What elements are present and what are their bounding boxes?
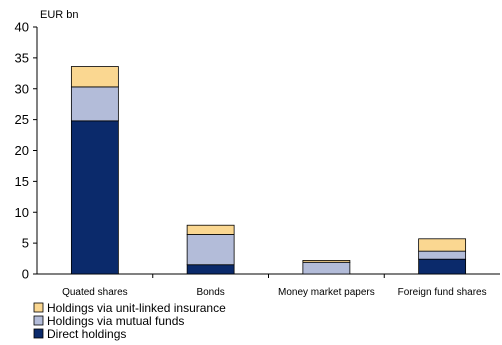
x-category-label: Foreign fund shares <box>398 287 487 298</box>
y-tick-label: 5 <box>22 236 29 251</box>
bar-segment <box>70 86 119 122</box>
legend-swatch <box>33 328 44 339</box>
y-tick-label: 25 <box>15 112 29 127</box>
bar-segment <box>186 224 235 235</box>
legend-swatch <box>33 302 44 313</box>
y-tick-label: 0 <box>22 267 29 282</box>
y-tick-label: 10 <box>15 205 29 220</box>
legend-label: Holdings via unit-linked insurance <box>47 301 226 315</box>
x-category-label: Money market papers <box>278 287 375 298</box>
legend-swatch <box>33 315 44 326</box>
bar-segment <box>418 250 467 260</box>
bar-segment <box>70 120 119 275</box>
bar-segment <box>302 260 351 263</box>
bar-segment <box>186 264 235 275</box>
y-tick-label: 15 <box>15 174 29 189</box>
bar-segment <box>418 258 467 275</box>
y-tick-label: 30 <box>15 81 29 96</box>
chart-bars <box>70 66 467 275</box>
y-axis-unit-label: EUR bn <box>40 9 79 21</box>
x-category-label: Quated shares <box>62 287 128 298</box>
bar-segment <box>302 261 351 275</box>
y-tick-label: 40 <box>15 20 29 35</box>
y-tick-label: 35 <box>15 50 29 65</box>
y-tick-label: 20 <box>15 143 29 158</box>
legend-label: Holdings via mutual funds <box>47 314 184 328</box>
bar-segment <box>186 234 235 266</box>
x-axis-labels: Quated shares Bonds Money market papers For… <box>62 287 487 298</box>
bar-segment <box>70 66 119 88</box>
bar-segment <box>418 238 467 252</box>
x-category-label: Bonds <box>196 287 224 298</box>
chart-legend: Holdings via unit-linked insuranceHoldin… <box>33 301 226 341</box>
legend-label: Direct holdings <box>47 327 126 341</box>
